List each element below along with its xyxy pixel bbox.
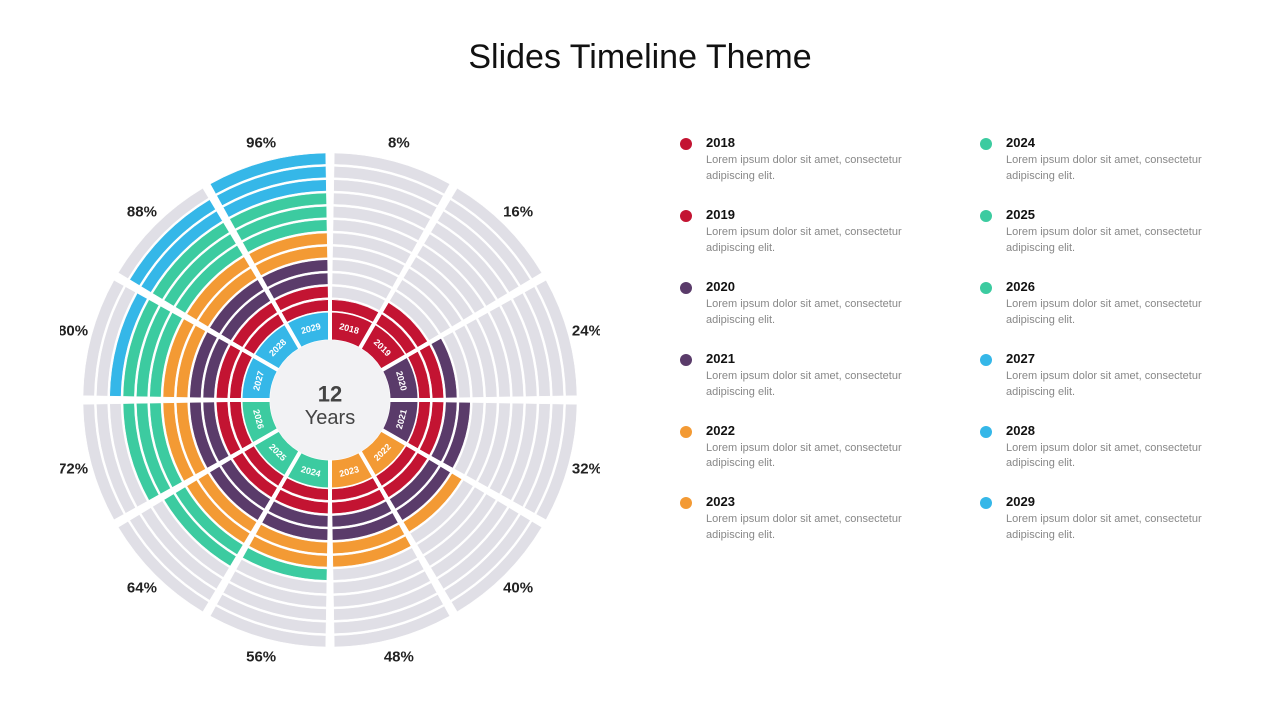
- legend-year: 2018: [706, 135, 916, 150]
- legend-item: 2027 Lorem ipsum dolor sit amet, consecte…: [980, 351, 1240, 401]
- legend-desc: Lorem ipsum dolor sit amet, consectetur …: [1006, 441, 1216, 473]
- radial-chart: 2018201920202021202220232024202520262027…: [60, 130, 600, 670]
- svg-text:32%: 32%: [572, 460, 600, 477]
- svg-text:56%: 56%: [246, 648, 276, 665]
- legend-desc: Lorem ipsum dolor sit amet, consectetur …: [706, 297, 916, 329]
- legend-item: 2029 Lorem ipsum dolor sit amet, consecte…: [980, 494, 1240, 544]
- legend-item: 2019 Lorem ipsum dolor sit amet, consecte…: [680, 207, 940, 257]
- legend-year: 2026: [1006, 279, 1216, 294]
- legend-dot-icon: [980, 497, 992, 509]
- legend-year: 2025: [1006, 207, 1216, 222]
- legend-dot-icon: [980, 138, 992, 150]
- legend-dot-icon: [680, 138, 692, 150]
- legend-column: 2024 Lorem ipsum dolor sit amet, consecte…: [980, 135, 1240, 544]
- legend-item: 2021 Lorem ipsum dolor sit amet, consecte…: [680, 351, 940, 401]
- legend: 2018 Lorem ipsum dolor sit amet, consecte…: [680, 135, 1240, 544]
- legend-dot-icon: [680, 282, 692, 294]
- legend-item: 2028 Lorem ipsum dolor sit amet, consecte…: [980, 423, 1240, 473]
- svg-text:88%: 88%: [127, 203, 157, 220]
- legend-desc: Lorem ipsum dolor sit amet, consectetur …: [706, 369, 916, 401]
- legend-desc: Lorem ipsum dolor sit amet, consectetur …: [1006, 225, 1216, 257]
- legend-year: 2019: [706, 207, 916, 222]
- svg-text:Years: Years: [305, 407, 355, 429]
- legend-item: 2025 Lorem ipsum dolor sit amet, consecte…: [980, 207, 1240, 257]
- legend-year: 2022: [706, 423, 916, 438]
- legend-desc: Lorem ipsum dolor sit amet, consectetur …: [706, 512, 916, 544]
- legend-desc: Lorem ipsum dolor sit amet, consectetur …: [706, 225, 916, 257]
- page-title: Slides Timeline Theme: [0, 38, 1280, 77]
- legend-desc: Lorem ipsum dolor sit amet, consectetur …: [1006, 512, 1216, 544]
- svg-text:96%: 96%: [246, 135, 276, 152]
- legend-dot-icon: [980, 354, 992, 366]
- legend-item: 2026 Lorem ipsum dolor sit amet, consecte…: [980, 279, 1240, 329]
- legend-year: 2028: [1006, 423, 1216, 438]
- legend-year: 2027: [1006, 351, 1216, 366]
- legend-dot-icon: [680, 497, 692, 509]
- legend-item: 2024 Lorem ipsum dolor sit amet, consecte…: [980, 135, 1240, 185]
- legend-dot-icon: [980, 426, 992, 438]
- svg-text:48%: 48%: [384, 648, 414, 665]
- legend-dot-icon: [680, 426, 692, 438]
- legend-item: 2018 Lorem ipsum dolor sit amet, consecte…: [680, 135, 940, 185]
- legend-desc: Lorem ipsum dolor sit amet, consectetur …: [706, 153, 916, 185]
- legend-year: 2023: [706, 494, 916, 509]
- svg-text:80%: 80%: [60, 323, 88, 340]
- svg-text:40%: 40%: [503, 580, 533, 597]
- legend-desc: Lorem ipsum dolor sit amet, consectetur …: [1006, 369, 1216, 401]
- legend-year: 2020: [706, 279, 916, 294]
- legend-item: 2022 Lorem ipsum dolor sit amet, consecte…: [680, 423, 940, 473]
- legend-desc: Lorem ipsum dolor sit amet, consectetur …: [1006, 153, 1216, 185]
- legend-item: 2023 Lorem ipsum dolor sit amet, consecte…: [680, 494, 940, 544]
- legend-dot-icon: [680, 210, 692, 222]
- svg-text:12: 12: [318, 382, 342, 407]
- legend-dot-icon: [680, 354, 692, 366]
- legend-column: 2018 Lorem ipsum dolor sit amet, consecte…: [680, 135, 940, 544]
- svg-text:24%: 24%: [572, 323, 600, 340]
- svg-text:72%: 72%: [60, 460, 88, 477]
- svg-text:8%: 8%: [388, 135, 410, 152]
- legend-year: 2021: [706, 351, 916, 366]
- legend-dot-icon: [980, 210, 992, 222]
- legend-year: 2029: [1006, 494, 1216, 509]
- svg-text:64%: 64%: [127, 580, 157, 597]
- legend-item: 2020 Lorem ipsum dolor sit amet, consecte…: [680, 279, 940, 329]
- legend-desc: Lorem ipsum dolor sit amet, consectetur …: [706, 441, 916, 473]
- legend-dot-icon: [980, 282, 992, 294]
- legend-year: 2024: [1006, 135, 1216, 150]
- legend-desc: Lorem ipsum dolor sit amet, consectetur …: [1006, 297, 1216, 329]
- svg-text:16%: 16%: [503, 203, 533, 220]
